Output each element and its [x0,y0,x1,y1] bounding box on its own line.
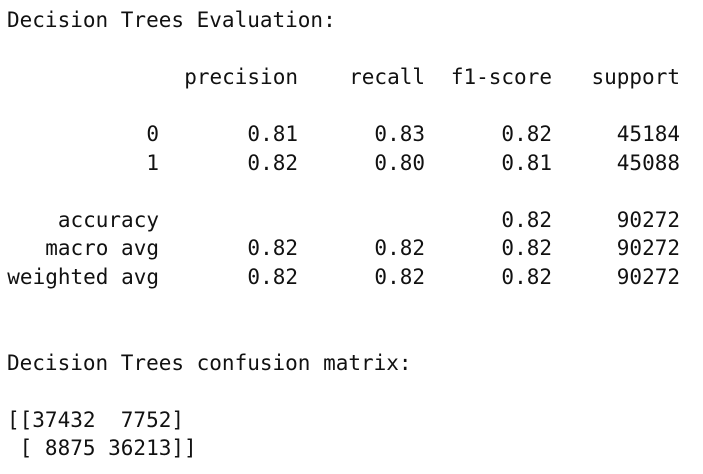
recall-value: 0.82 [374,236,425,260]
header-f1-score: f1-score [450,65,552,89]
precision-value: 0.82 [247,265,298,289]
support-value: 90272 [616,265,680,289]
report-row-accuracy: accuracy 0.82 90272 [7,206,697,234]
precision-value: 0.82 [247,236,298,260]
f1-score-value: 0.82 [501,265,552,289]
support-value: 90272 [616,208,680,232]
row-label: 1 [146,151,159,175]
evaluation-heading: Decision Trees Evaluation: [7,8,336,32]
row-label: accuracy [57,208,159,232]
row-label: weighted avg [7,265,159,289]
recall-value: 0.83 [374,122,425,146]
f1-score-value: 0.82 [501,122,552,146]
report-row-macro-avg: macro avg 0.82 0.82 0.82 90272 [7,234,697,262]
report-row-class-0: 0 0.81 0.83 0.82 45184 [7,120,697,148]
support-value: 45088 [616,151,680,175]
header-precision: precision [184,65,298,89]
recall-value: 0.80 [374,151,425,175]
precision-value [167,206,298,234]
row-label: macro avg [45,236,159,260]
support-value: 45184 [616,122,680,146]
confusion-matrix-row: [ 8875 36213]] [7,436,197,460]
report-header-row: precision recall f1-score support [7,63,697,91]
notebook-output: Decision Trees Evaluation: precision rec… [7,6,697,468]
precision-value: 0.81 [247,122,298,146]
f1-score-value: 0.81 [501,151,552,175]
recall-value [307,206,425,234]
confusion-matrix-row: [[37432 7752] [7,408,185,432]
f1-score-value: 0.82 [501,208,552,232]
f1-score-value: 0.82 [501,236,552,260]
header-recall: recall [349,65,425,89]
row-label: 0 [146,122,159,146]
recall-value: 0.82 [374,265,425,289]
report-row-class-1: 1 0.82 0.80 0.81 45088 [7,149,697,177]
precision-value: 0.82 [247,151,298,175]
support-value: 90272 [616,236,680,260]
confusion-matrix-heading: Decision Trees confusion matrix: [7,351,412,375]
header-support: support [591,65,680,89]
report-row-weighted-avg: weighted avg 0.82 0.82 0.82 90272 [7,263,697,291]
